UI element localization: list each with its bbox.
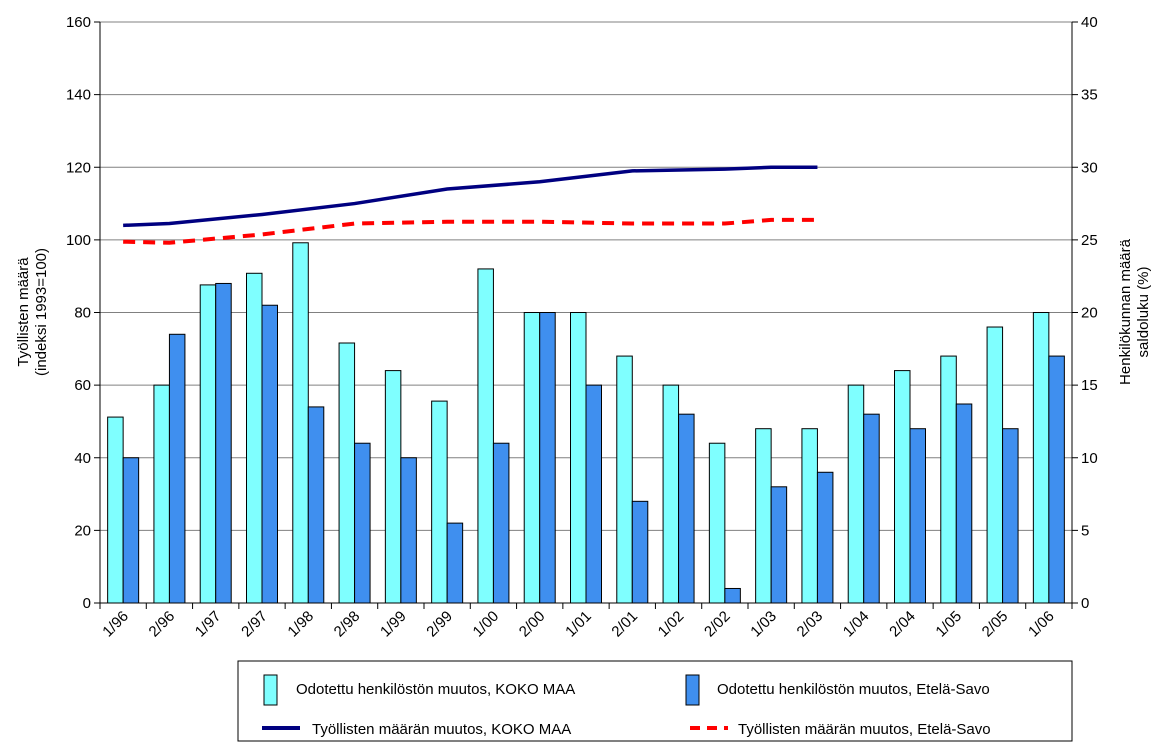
bar-etela-savo [215,282,232,604]
bar-koko-maa [847,384,865,604]
bar-koko-maa [1032,312,1050,604]
bar-koko-maa [199,284,217,604]
bar-koko-maa [477,268,494,604]
bar-etela-savo [1002,428,1019,604]
bar-etela-savo [1048,355,1065,604]
bar-koko-maa [616,355,633,604]
bar-etela-savo [770,486,788,604]
bar-etela-savo [261,304,278,604]
x-tick-label: 1/99 [377,608,410,641]
bar-koko-maa [431,400,448,604]
bar-etela-savo [678,413,695,604]
x-tick-label: 1/97 [192,608,225,641]
bar-etela-savo [585,384,602,604]
x-tick-label: 1/00 [470,608,503,641]
bar-koko-maa [986,326,1004,604]
x-tick-label: 1/03 [747,608,780,641]
y-tick-label-left: 160 [66,14,91,31]
x-tick-label: 2/01 [608,608,641,641]
x-tick-label: 1/96 [99,608,132,641]
x-tick-label: 2/00 [516,608,549,641]
bar-koko-maa [940,355,957,604]
x-tick-label: 1/98 [284,608,317,641]
bar-etela-savo [354,442,371,604]
bar-etela-savo [631,500,649,604]
bar-etela-savo [724,587,741,604]
y-tick-label-right: 40 [1081,14,1098,31]
y-tick-label-right: 10 [1081,450,1098,467]
x-tick-label: 1/06 [1025,608,1058,641]
bar-koko-maa [894,370,911,604]
y-tick-label-left: 80 [74,305,91,322]
bar-koko-maa [662,384,680,604]
x-tick-label: 1/04 [840,608,873,641]
bar-koko-maa [292,242,309,604]
bar-koko-maa [107,416,124,604]
y-tick-label-left: 20 [74,522,91,539]
bar-etela-savo [909,428,926,604]
bar-etela-savo [539,312,556,604]
x-tick-label: 2/98 [331,608,364,641]
legend-box [237,660,1073,742]
bar-etela-savo [400,457,417,604]
x-tick-label: 2/04 [886,608,919,641]
legend-label-etela-savo-bar: Odotettu henkilöstön muutos, Etelä-Savo [717,681,990,698]
x-tick-label: 2/97 [238,608,271,641]
legend-label-koko-maa-bar: Odotettu henkilöstön muutos, KOKO MAA [296,681,575,698]
bar-etela-savo [307,406,325,604]
line-koko-maa [123,165,818,228]
bar-etela-savo [816,471,834,604]
legend-label-etela-savo-line: Työllisten määrän muutos, Etelä-Savo [738,721,991,738]
y-tick-label-left: 60 [74,377,91,394]
y-tick-label-right: 30 [1081,159,1098,176]
bar-etela-savo [168,333,186,604]
bar-koko-maa [523,312,541,604]
y-axis-title-left: Työllisten määrä(indeksi 1993=100) [15,248,50,376]
bar-etela-savo [122,457,140,604]
x-tick-label: 2/03 [794,608,827,641]
y-tick-label-left: 100 [66,232,91,249]
legend-swatch-koko-maa-bar [263,674,278,706]
x-tick-label: 1/01 [562,608,595,641]
bar-koko-maa [570,312,587,604]
y-tick-label-right: 0 [1081,595,1089,612]
line-etela-savo [123,217,818,245]
bar-koko-maa [338,342,356,604]
x-tick-label: 2/99 [423,608,456,641]
bar-koko-maa [755,428,772,604]
legend-label-koko-maa-line: Työllisten määrän muutos, KOKO MAA [312,721,571,738]
y-tick-label-right: 25 [1081,232,1098,249]
y-tick-label-left: 40 [74,450,91,467]
x-tick-label: 2/96 [146,608,179,641]
y-axis-title-right: Henkilökunnan määräsaldoluku (%) [1117,238,1152,385]
y-tick-label-left: 120 [66,159,91,176]
x-tick-label: 2/05 [979,608,1012,641]
bar-etela-savo [446,522,464,604]
x-tick-label: 1/02 [655,608,688,641]
y-tick-label-right: 5 [1081,522,1089,539]
x-tick-label: 1/05 [932,608,965,641]
bar-koko-maa [384,370,402,604]
bar-koko-maa [153,384,170,604]
y-tick-label-right: 20 [1081,305,1098,322]
y-tick-label-right: 15 [1081,377,1098,394]
legend-swatch-etela-savo-bar [685,674,700,706]
bar-koko-maa [708,442,726,604]
y-tick-label-left: 0 [83,595,91,612]
x-tick-label: 2/02 [701,608,734,641]
y-tick-label-right: 35 [1081,87,1098,104]
bar-koko-maa [246,272,263,604]
bar-etela-savo [492,442,510,604]
y-tick-label-left: 140 [66,87,91,104]
bar-koko-maa [801,428,818,604]
bar-etela-savo [863,413,880,604]
bar-etela-savo [955,403,973,604]
